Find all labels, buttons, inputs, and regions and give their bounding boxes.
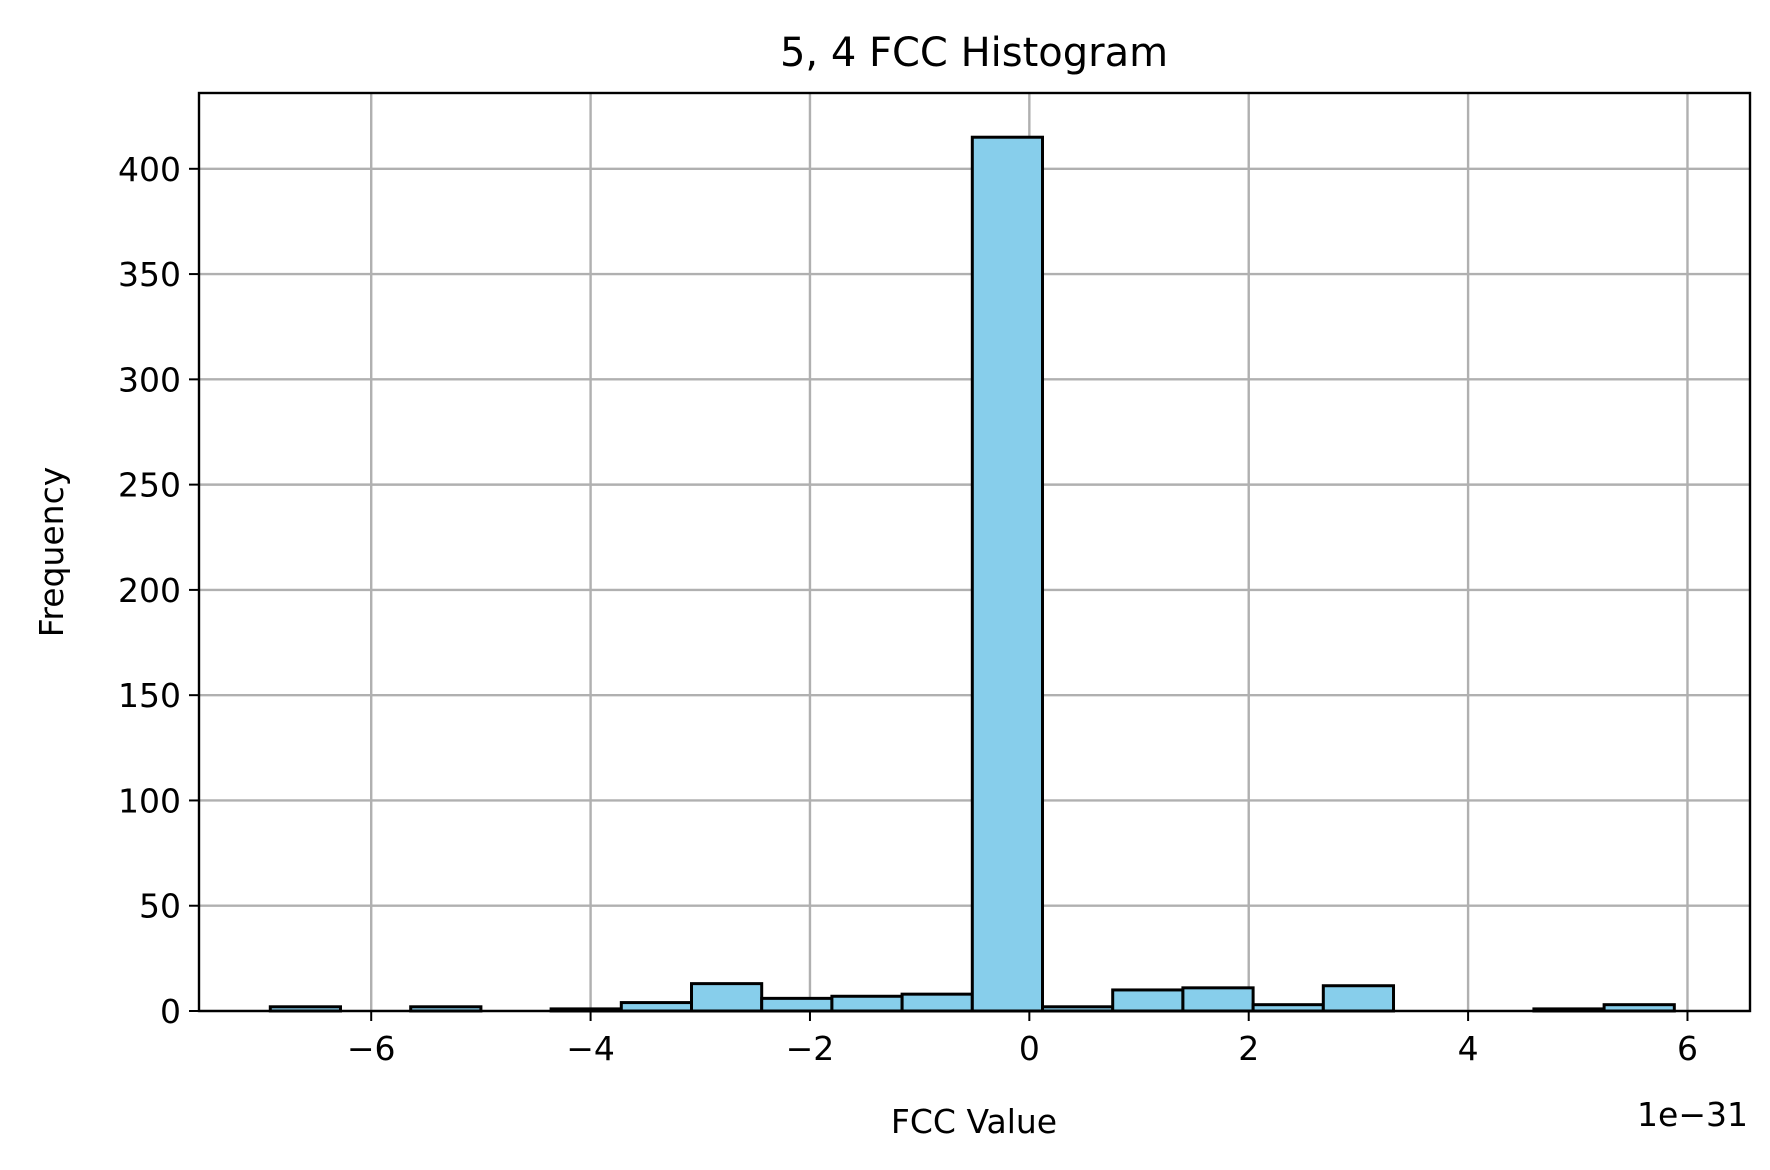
y-tick-label: 150 <box>118 676 181 715</box>
histogram-bar <box>760 996 834 1013</box>
histogram-bar <box>970 135 1045 1013</box>
y-tick-label: 50 <box>139 887 181 926</box>
histogram-bar <box>1111 988 1185 1013</box>
y-tick-label: 0 <box>160 992 181 1031</box>
x-tick-label: −6 <box>347 1029 396 1068</box>
y-tick-label: 250 <box>118 466 181 505</box>
x-axis-offset-label: 1e−31 <box>1637 1095 1748 1134</box>
y-axis-label: Frequency <box>32 467 71 637</box>
chart-title: 5, 4 FCC Histogram <box>780 30 1168 76</box>
y-axis-ticks: 0 50 100 150 200 250 300 350 400 <box>118 150 199 1031</box>
y-tick-label: 200 <box>118 571 181 610</box>
x-tick-label: 2 <box>1238 1029 1259 1068</box>
x-tick-label: 0 <box>1019 1029 1040 1068</box>
plot-frame <box>197 91 1752 1013</box>
y-tick-label: 300 <box>118 360 181 399</box>
x-tick-label: 6 <box>1677 1029 1698 1068</box>
y-tick-label: 350 <box>118 255 181 294</box>
histogram-bar <box>619 1001 694 1013</box>
y-tick-label: 100 <box>118 781 181 820</box>
histogram-bars <box>268 135 1676 1013</box>
histogram-bar <box>690 982 764 1013</box>
x-axis-label: FCC Value <box>891 1102 1057 1141</box>
histogram-bar <box>900 992 974 1013</box>
histogram-bar <box>1321 984 1396 1013</box>
x-tick-label: 4 <box>1458 1029 1479 1068</box>
x-tick-label: −4 <box>566 1029 615 1068</box>
y-tick-label: 400 <box>118 150 181 189</box>
histogram-bar <box>1181 986 1255 1013</box>
x-axis-ticks: −6 −4 −2 0 2 4 6 <box>347 1011 1698 1068</box>
histogram-bar <box>830 994 904 1013</box>
x-tick-label: −2 <box>786 1029 835 1068</box>
